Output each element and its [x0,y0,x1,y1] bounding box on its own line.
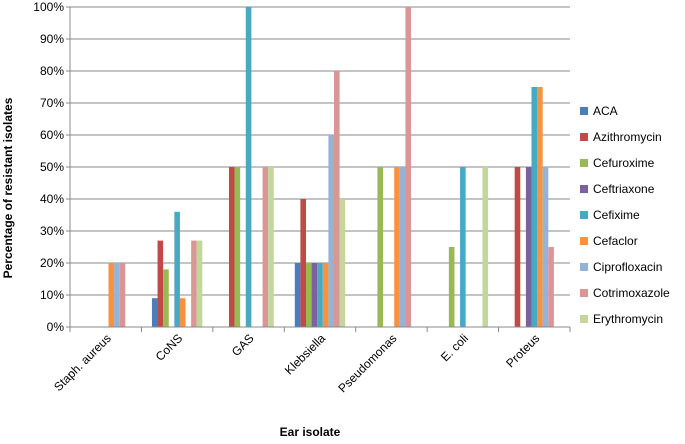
legend-swatch [580,211,588,219]
bar-cefaclor [179,298,186,327]
legend-label: Ceftriaxone [593,182,655,196]
bar-ceftriaxone [525,167,532,327]
bar-azithromycin [300,199,306,327]
legend-swatch [580,237,588,245]
y-tick-label: 0% [47,320,65,334]
legend-swatch [580,289,588,297]
bar-ceftriaxone [311,263,318,327]
bar-erythromycin [339,199,346,327]
x-tick-label: Proteus [503,331,542,370]
y-tick-label: 30% [40,224,64,238]
legend-label: ACA [593,104,618,118]
legend-label: Ciprofloxacin [593,260,662,274]
legend-swatch [580,185,588,193]
grid-lines [70,6,570,296]
bar-aca [294,263,301,327]
legend-label: Cotrimoxazole [593,286,670,300]
legend-label: Cefuroxime [593,156,655,170]
bar-ciprofloxacin [542,167,549,327]
bars [108,7,554,327]
x-tick-label: E. coli [438,331,471,364]
bar-cefuroxime [306,263,312,327]
legend-label: Azithromycin [593,130,662,144]
legend-label: Erythromycin [593,312,663,326]
bar-cefixime [531,87,538,327]
bar-cefixime [317,263,323,327]
x-tick-label: Pseudomonas [335,331,399,395]
bar-azithromycin [157,240,164,327]
bar-azithromycin [228,167,235,327]
bar-cefixime [460,167,466,327]
y-axis-ticks: 0% 10% 20% 30% 40% 50% 60% 70% 80% 90% 100% [33,0,70,334]
y-tick-label: 90% [40,32,64,46]
x-tick-label: Staph. aureus [51,331,114,394]
y-tick-label: 100% [33,0,64,14]
y-tick-label: 80% [40,64,64,78]
bar-cefaclor [322,263,329,327]
bar-cefuroxime [448,247,455,327]
legend-swatch [580,263,588,271]
bar-cefaclor [537,87,543,327]
y-axis-label: Percentage of resistant isolates [1,97,15,278]
legend-swatch [580,159,588,167]
bar-cefixime [174,211,180,327]
y-tick-label: 70% [40,96,64,110]
bar-cotrimoxazole [548,247,554,327]
legend-label: Cefixime [593,208,640,222]
x-tick-label: GAS [229,331,257,359]
bar-cefuroxime [234,167,241,327]
bar-cefuroxime [163,269,169,327]
bar-ciprofloxacin [114,263,120,327]
bar-aca [151,298,158,327]
bar-erythromycin [268,167,274,327]
y-tick-label: 10% [40,288,64,302]
x-axis-ticks: Staph. aureus CoNS GAS Klebsiella Pseudomona… [51,327,571,395]
bar-cotrimoxazole [405,7,412,327]
bar-cefaclor [108,263,115,327]
y-tick-label: 40% [40,192,64,206]
bar-erythromycin [482,167,489,327]
legend-swatch [580,133,588,141]
y-tick-label: 20% [40,256,64,270]
bar-ciprofloxacin [399,167,406,327]
bar-ciprofloxacin [328,135,334,327]
bar-cotrimoxazole [334,71,340,327]
legend: ACA Azithromycin Cefuroxime Ceftriaxone Cefi… [580,104,670,326]
bar-cefixime [245,7,252,327]
bar-cefaclor [394,167,400,327]
bar-azithromycin [514,167,521,327]
bar-cotrimoxazole [262,167,269,327]
axes [69,7,570,328]
bar-cotrimoxazole [119,263,126,327]
x-tick-label: CoNS [153,331,186,364]
legend-swatch [580,107,588,115]
legend-swatch [580,315,588,323]
bar-cefuroxime [377,167,384,327]
y-tick-label: 50% [40,160,64,174]
legend-label: Cefaclor [593,234,638,248]
x-axis-label: Ear isolate [280,425,341,439]
y-tick-label: 60% [40,128,64,142]
x-tick-label: Klebsiella [282,331,328,377]
bar-erythromycin [196,240,203,327]
bar-cotrimoxazole [191,240,197,327]
